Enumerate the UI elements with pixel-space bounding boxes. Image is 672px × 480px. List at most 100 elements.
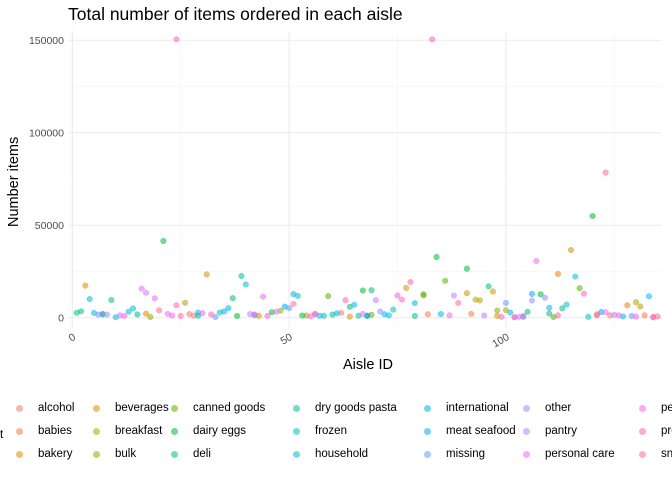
data-point-household [645,293,653,300]
legend-item-deli: deli [171,444,211,464]
legend-item-pantry: pantry [523,421,577,441]
legend-label: babies [38,425,72,437]
data-point-dairy-eggs [537,291,544,298]
data-point-snacks [290,300,297,307]
data-point-other [377,308,384,315]
data-point-canned-goods [325,293,332,300]
data-point-meat-seafood [528,290,535,297]
legend-item-alcohol: alcohol [16,398,74,418]
data-point-pantry [142,289,150,296]
grid-lines [68,31,662,327]
data-point-international [333,310,340,317]
data-point-personal-care [359,310,366,317]
y-tick-label: 50000 [35,220,64,232]
data-point-frozen [390,306,397,313]
data-point-frozen [572,273,579,280]
data-point-produce [208,311,215,318]
legend-label: frozen [315,425,347,437]
legend-item-dry-goods-pasta: dry goods pasta [293,398,397,418]
data-point-other [103,311,111,318]
data-point-international [381,311,388,318]
data-point-personal-care [273,308,280,315]
data-point-pet [615,312,622,319]
legend-item-other: other [523,398,571,418]
data-point-missing [95,311,102,318]
data-point-snacks [312,310,319,317]
data-point-pet [121,312,128,319]
data-point-snacks [602,169,609,176]
legend-item-bulk: bulk [93,444,136,464]
data-point-snacks [407,278,414,286]
data-point-personal-care [511,313,518,321]
legend-swatch [293,427,300,435]
legend-swatch [639,404,646,412]
legend-label: dairy eggs [193,425,247,437]
data-point-deli [368,287,375,294]
legend-item-frozen: frozen [293,421,347,441]
legend-item-produce: produce [639,421,672,441]
data-point-dairy-eggs [359,287,366,294]
legend-swatch [293,404,300,412]
legend-label: deli [193,448,211,460]
data-point-deli [524,308,531,315]
data-point-household [129,305,137,312]
legend-item-breakfast: breakfast [93,421,162,441]
data-point-other [541,294,548,301]
legend-label: bulk [115,448,137,460]
y-tick-label: 150000 [29,35,64,47]
legend-swatch [171,404,178,412]
legend-label: personal care [545,448,615,460]
data-point-canned-goods [442,277,449,284]
data-point-bakery [142,310,150,317]
data-point-international [437,311,444,318]
data-point-frozen [86,296,93,303]
data-point-produce [173,36,180,43]
data-point-meat-seafood [221,308,228,315]
legend-label: beverages [115,402,169,414]
data-point-international [290,291,297,298]
data-point-beverages [346,313,353,320]
legend-label: pantry [545,425,577,437]
data-point-beverages [463,290,470,297]
legend: alcohol babies bakery beverages breakfast bul… [0,398,672,468]
data-point-personal-care [533,257,540,265]
legend-swatch [16,427,23,435]
data-point-breakfast [632,299,640,306]
data-point-beverages [567,246,574,254]
legend-label: produce [661,425,672,437]
data-point-babies [468,310,475,317]
data-point-personal-care [446,312,453,319]
data-point-dry-goods-pasta [238,272,245,279]
data-point-frozen [585,313,592,320]
data-point-frozen [125,308,132,315]
legend-item-international: international [424,398,509,418]
data-point-pantry [481,312,488,319]
legend-label: alcohol [38,402,75,414]
data-point-snacks [554,312,561,319]
legend-swatch [16,404,23,412]
data-point-dry-goods-pasta [134,311,141,318]
legend-swatch [424,404,431,412]
data-point-babies [424,311,431,318]
data-point-household [351,301,358,308]
legend-label: meat seafood [446,425,516,437]
data-point-deli [411,312,418,319]
data-point-canned-goods [420,291,427,298]
legend-swatch [523,427,530,435]
data-point-pet [251,311,258,318]
legend-swatch [523,404,530,412]
legend-item-meat-seafood: meat seafood [424,421,516,441]
data-point-produce [498,313,505,320]
data-point-personal-care [260,293,267,300]
x-tick-label: 50 [279,331,295,347]
data-point-breakfast [637,303,644,310]
data-point-dairy-eggs [463,265,470,272]
data-point-deli [559,305,566,312]
legend-label: dry goods pasta [315,402,397,414]
legend-label: other [545,402,572,414]
x-tick-label: 100 [490,331,511,350]
legend-label: pet [661,402,672,414]
legend-swatch [16,450,23,458]
legend-swatch [171,427,178,435]
data-point-dairy-eggs [589,212,596,220]
